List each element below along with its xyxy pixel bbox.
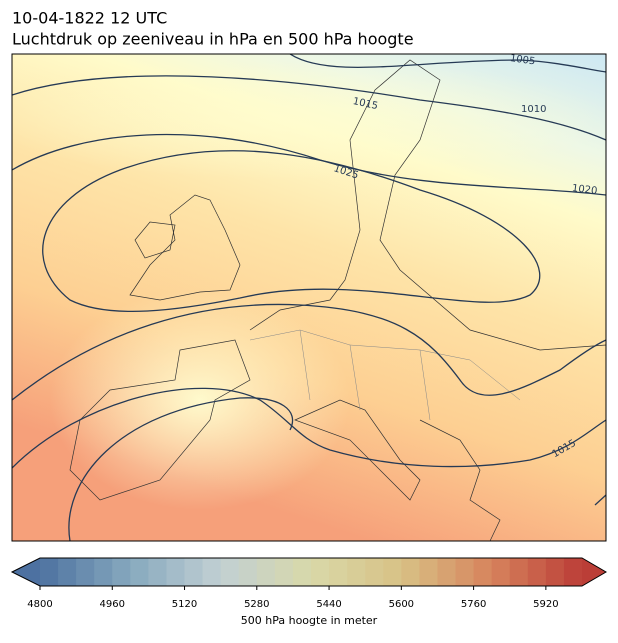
colorbar-tick-label: 5120 (172, 599, 197, 610)
colorbar-band (491, 558, 511, 586)
colorbar-band (184, 558, 204, 586)
ridge (50, 290, 350, 510)
colorbar-band (311, 558, 330, 586)
colorbar-band (40, 558, 59, 586)
map: 1005 1010 1015 1020 1025 1015 (12, 53, 606, 541)
colorbar-band (473, 558, 493, 586)
subtitle: Luchtdruk op zeeniveau in hPa en 500 hPa… (12, 30, 414, 49)
colorbar-tick-label: 5440 (316, 599, 341, 610)
border (249, 329, 521, 421)
colorbar-band (292, 558, 312, 586)
colorbar-tick-label: 4960 (100, 599, 125, 610)
colorbar-band (527, 558, 547, 586)
isobar (12, 303, 606, 401)
colorbar-band (274, 558, 294, 586)
colorbar-band (545, 558, 565, 586)
colorbar-band (365, 558, 384, 586)
colorbar-band (437, 558, 457, 586)
colorbar-tick-label: 5280 (244, 599, 269, 610)
colorbar-extend (12, 558, 40, 586)
colorbar-band (112, 558, 131, 586)
coastline (134, 221, 176, 259)
colorbar-band (58, 558, 77, 586)
isobar (68, 397, 294, 541)
colorbar-tick-label: 5920 (533, 599, 558, 610)
contour-label: 1015 (352, 96, 379, 112)
colorbar-band (383, 558, 402, 586)
colorbar-band (238, 558, 258, 586)
colorbar-band (256, 558, 276, 586)
isobar (289, 54, 606, 73)
contour-label: 1010 (521, 104, 546, 115)
colorbar-band (401, 558, 420, 586)
contour-label: 1005 (509, 53, 536, 67)
colorbar-band (509, 558, 529, 586)
colorbar: 4800 4960 5120 5280 5440 5600 5760 5920 (10, 557, 607, 610)
isobar (594, 494, 606, 506)
colorbar-band (130, 558, 149, 586)
coastline (69, 339, 251, 501)
isobar (12, 75, 606, 141)
colorbar-band (220, 558, 240, 586)
colorbar-band (329, 558, 348, 586)
isobar (12, 387, 606, 469)
colorbar-label: 500 hPa hoogte in meter (241, 614, 378, 627)
colorbar-band (419, 558, 438, 586)
colorbar-band (148, 558, 167, 586)
colorbar-band (202, 558, 222, 586)
colorbar-band (347, 558, 366, 586)
colorbar-tick-label: 4800 (27, 599, 52, 610)
contour-label: 1020 (571, 183, 598, 197)
colorbar-band (455, 558, 475, 586)
colorbar-band (94, 558, 113, 586)
colorbar-tick-label: 5760 (461, 599, 486, 610)
map-frame (11, 53, 607, 542)
isobar (42, 150, 541, 313)
coastline (419, 419, 501, 541)
colorbar-band (166, 558, 186, 586)
colorbar-band (563, 558, 583, 586)
colorbar-tick-label: 5600 (389, 599, 414, 610)
colorbar-band (76, 558, 95, 586)
colorbar-extend (582, 558, 606, 586)
coastline (294, 399, 421, 501)
ridge (12, 60, 606, 180)
title: 10-04-1822 12 UTC (12, 9, 167, 28)
